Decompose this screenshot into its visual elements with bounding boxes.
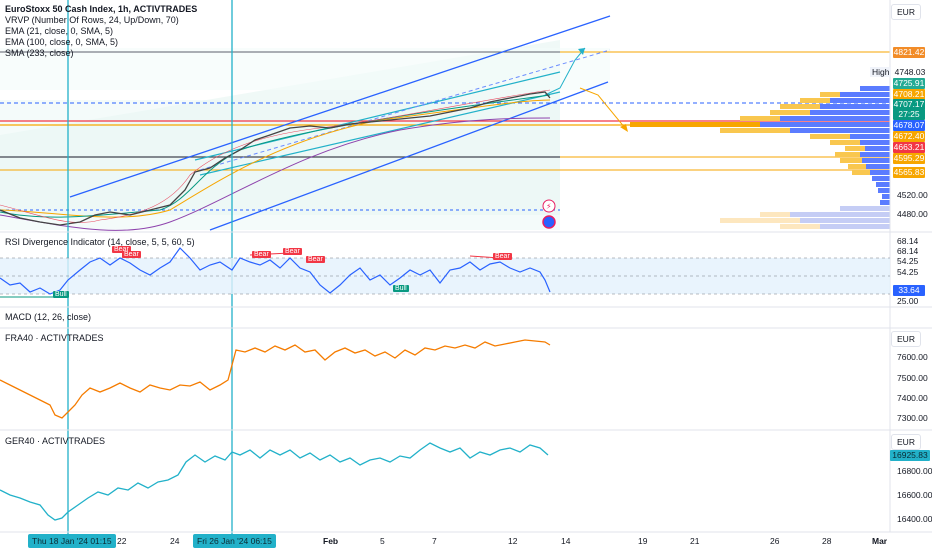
bear-signal: Bear bbox=[493, 253, 512, 260]
high-label: High bbox=[870, 67, 892, 77]
time-tick: 22 bbox=[117, 536, 127, 546]
macd-legend[interactable]: MACD (12, 26, close) bbox=[5, 312, 92, 322]
bear-signal: Bear bbox=[122, 251, 141, 258]
rsi-value-tag: 33.64 bbox=[893, 285, 925, 296]
time-tick: 28 bbox=[822, 536, 832, 546]
indicator-vrvp[interactable]: VRVP (Number Of Rows, 24, Up/Down, 70) bbox=[5, 15, 179, 25]
ger40-axis-tick: 16400.00 bbox=[897, 514, 932, 524]
fra40-line bbox=[0, 339, 551, 419]
time-tick: 21 bbox=[690, 536, 700, 546]
crosshair-date-right: Fri 26 Jan '24 06:15 bbox=[193, 534, 276, 548]
price-tag-4678: 4678.07 bbox=[893, 120, 925, 131]
ger40-axis-tick: 16800.00 bbox=[897, 466, 932, 476]
svg-text:⚡: ⚡ bbox=[546, 202, 552, 211]
bear-signal: Bear bbox=[112, 246, 131, 253]
bear-signal: Bear bbox=[252, 251, 271, 258]
ema-21-line bbox=[0, 94, 551, 218]
currency-button-fra40[interactable]: EUR bbox=[891, 331, 921, 347]
sma-233-line bbox=[0, 117, 551, 231]
rsi-axis-tick: 68.14 bbox=[897, 246, 919, 256]
channel-mid bbox=[199, 49, 611, 171]
price-tag-4663: 4663.21 bbox=[893, 142, 925, 153]
rsi-line bbox=[0, 247, 551, 295]
time-tick: 24 bbox=[170, 536, 180, 546]
fra40-legend[interactable]: FRA40 · ACTIVTRADES bbox=[5, 333, 104, 343]
price-line bbox=[0, 91, 551, 226]
rsi-legend[interactable]: RSI Divergence Indicator (14, close, 5, … bbox=[5, 237, 195, 247]
price-tag-4707: 4707.17 bbox=[893, 99, 925, 110]
axis-tick: 4520.00 bbox=[897, 190, 928, 200]
currency-button-main[interactable]: EUR bbox=[891, 4, 921, 20]
crosshair-date-left: Thu 18 Jan '24 01:15 bbox=[28, 534, 116, 548]
ger40-axis-tick: 16600.00 bbox=[897, 490, 932, 500]
symbol-title: EuroStoxx 50 Cash Index, 1h, ACTIVTRADES bbox=[5, 4, 198, 14]
fra40-axis-tick: 7500.00 bbox=[897, 373, 928, 383]
indicator-ema-100[interactable]: EMA (100, close, 0, SMA, 5) bbox=[5, 37, 119, 47]
fra40-axis-tick: 7300.00 bbox=[897, 413, 928, 423]
price-tag-4708: 4708.21 bbox=[893, 89, 925, 100]
price-tag-4748: 4748.03 bbox=[894, 67, 926, 78]
bear-signal: Bear bbox=[283, 248, 302, 255]
projection-down bbox=[579, 87, 626, 129]
currency-button-ger40[interactable]: EUR bbox=[891, 434, 921, 450]
volume-profile bbox=[630, 86, 890, 229]
bear-signal: Bear bbox=[306, 256, 325, 263]
price-tag-4672: 4672.40 bbox=[893, 131, 925, 142]
channel-upper bbox=[69, 15, 611, 198]
indicator-sma-233[interactable]: SMA (233, close) bbox=[5, 48, 74, 58]
channel-lower bbox=[209, 81, 609, 231]
ema-line-red bbox=[0, 89, 551, 223]
price-tag-4821: 4821.42 bbox=[893, 47, 925, 58]
axis-tick: 4480.00 bbox=[897, 209, 928, 219]
indicator-ema-21[interactable]: EMA (21, close, 0, SMA, 5) bbox=[5, 26, 114, 36]
ger40-line bbox=[0, 442, 549, 521]
fra40-axis-tick: 7400.00 bbox=[897, 393, 928, 403]
projection-up bbox=[544, 47, 586, 96]
countdown-tag: 27:25 bbox=[893, 109, 925, 120]
inner-channel-lower bbox=[199, 91, 561, 176]
time-tick: 7 bbox=[432, 536, 437, 546]
main-legend: EuroStoxx 50 Cash Index, 1h, ACTIVTRADES… bbox=[5, 4, 197, 59]
time-tick: Feb bbox=[323, 536, 339, 546]
rsi-axis-tick: 25.00 bbox=[897, 296, 919, 306]
projection-fill bbox=[0, 48, 610, 90]
time-tick: 26 bbox=[770, 536, 780, 546]
event-marker bbox=[542, 199, 556, 213]
price-tag-4595: 4595.29 bbox=[893, 153, 925, 164]
ger40-legend[interactable]: GER40 · ACTIVTRADES bbox=[5, 436, 106, 446]
event-marker bbox=[542, 215, 556, 229]
rsi-axis-tick: 54.25 bbox=[897, 256, 919, 266]
rsi-axis-tick: 68.14 bbox=[897, 236, 919, 246]
rsi-axis-tick: 54.25 bbox=[897, 267, 919, 277]
ger40-value-tag: 16925.83 bbox=[890, 450, 930, 461]
time-tick: Mar bbox=[872, 536, 888, 546]
bull-signal: Bull bbox=[53, 291, 69, 298]
time-tick: 14 bbox=[561, 536, 571, 546]
time-tick: 5 bbox=[380, 536, 385, 546]
price-tag-4725: 4725.91 bbox=[893, 78, 925, 89]
fra40-axis-tick: 7600.00 bbox=[897, 352, 928, 362]
time-tick: 12 bbox=[508, 536, 518, 546]
bull-signal: Bull bbox=[393, 285, 409, 292]
price-tag-4565: 4565.83 bbox=[893, 167, 925, 178]
time-tick: 19 bbox=[638, 536, 648, 546]
